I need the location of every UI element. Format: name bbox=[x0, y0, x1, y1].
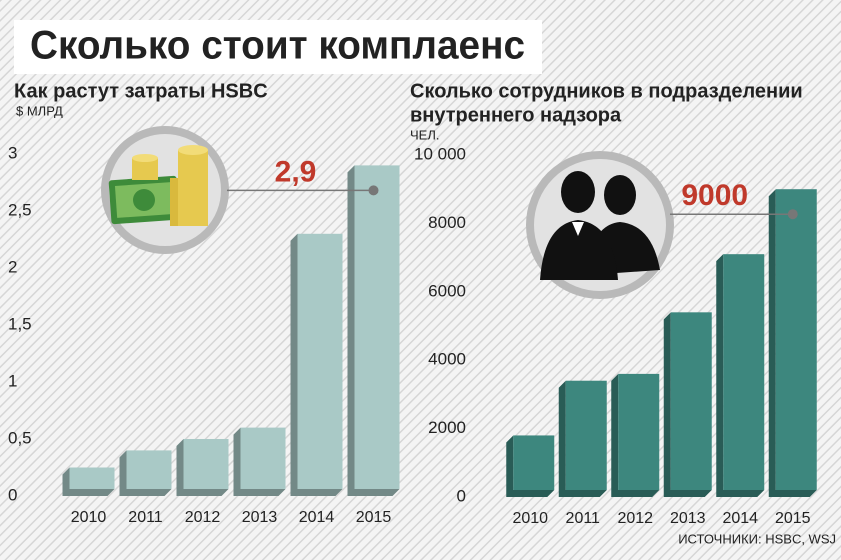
bar-shadow bbox=[611, 373, 660, 497]
x-tick-label: 2013 bbox=[242, 509, 278, 526]
bar bbox=[126, 450, 172, 489]
title-box bbox=[14, 20, 542, 74]
money-icon bbox=[101, 126, 229, 254]
bar bbox=[297, 233, 343, 489]
bar bbox=[670, 312, 712, 490]
x-tick-label: 2015 bbox=[356, 509, 392, 526]
bar bbox=[183, 439, 229, 489]
bar bbox=[565, 380, 607, 490]
bar bbox=[618, 373, 660, 490]
connector-dot bbox=[787, 209, 798, 220]
bar-shadow bbox=[558, 380, 607, 497]
y-tick-label: 2000 bbox=[428, 418, 466, 437]
x-tick-label: 2012 bbox=[617, 510, 653, 527]
bar-shadow bbox=[62, 467, 115, 496]
bar-shadow bbox=[506, 435, 555, 497]
bar-shadow bbox=[119, 450, 172, 496]
connector-dot bbox=[368, 185, 379, 196]
bar bbox=[69, 467, 115, 489]
y-tick-label: 2,5 bbox=[8, 200, 32, 219]
bar bbox=[354, 165, 400, 489]
value-label: 2,9 bbox=[275, 155, 317, 188]
bar bbox=[240, 427, 286, 489]
bar bbox=[723, 254, 765, 490]
x-tick-label: 2014 bbox=[299, 509, 335, 526]
y-tick-label: 10 000 bbox=[414, 144, 466, 163]
x-tick-label: 2012 bbox=[185, 509, 221, 526]
bar bbox=[513, 435, 555, 490]
x-tick-label: 2015 bbox=[775, 510, 811, 527]
chart-title: Сколько сотрудников в подразделении bbox=[410, 80, 803, 102]
y-tick-label: 8000 bbox=[428, 213, 466, 232]
x-tick-label: 2011 bbox=[128, 509, 163, 526]
bar bbox=[775, 189, 817, 490]
chart-title: Как растут затраты HSBC bbox=[14, 80, 268, 102]
bar-shadow bbox=[347, 165, 400, 496]
bar-shadow bbox=[768, 189, 817, 497]
y-tick-label: 0,5 bbox=[8, 428, 32, 447]
y-tick-label: 0 bbox=[457, 486, 466, 505]
y-tick-label: 0 bbox=[8, 485, 17, 504]
source: ИСТОЧНИКИ: HSBC, WSJ bbox=[678, 531, 836, 546]
bar-shadow bbox=[176, 439, 229, 496]
x-tick-label: 2014 bbox=[722, 510, 758, 527]
x-tick-label: 2010 bbox=[512, 510, 548, 527]
y-tick-label: 3 bbox=[8, 143, 17, 162]
x-tick-label: 2013 bbox=[670, 510, 706, 527]
chart-title: внутреннего надзора bbox=[410, 104, 622, 126]
x-tick-label: 2011 bbox=[566, 510, 601, 527]
bar-shadow bbox=[663, 312, 712, 497]
y-axis-label: $ МЛРД bbox=[16, 103, 63, 118]
y-axis-label: ЧЕЛ. bbox=[410, 127, 439, 142]
people-icon bbox=[526, 151, 674, 299]
x-tick-label: 2010 bbox=[71, 509, 107, 526]
y-tick-label: 2 bbox=[8, 257, 17, 276]
value-label: 9000 bbox=[681, 179, 748, 212]
y-tick-label: 1,5 bbox=[8, 314, 32, 333]
bar-shadow bbox=[233, 427, 286, 496]
y-tick-label: 4000 bbox=[428, 350, 466, 369]
bar-shadow bbox=[716, 254, 765, 497]
y-tick-label: 6000 bbox=[428, 281, 466, 300]
page-title: Сколько стоит комплаенс bbox=[30, 24, 525, 68]
bar-shadow bbox=[290, 233, 343, 497]
y-tick-label: 1 bbox=[8, 371, 17, 390]
